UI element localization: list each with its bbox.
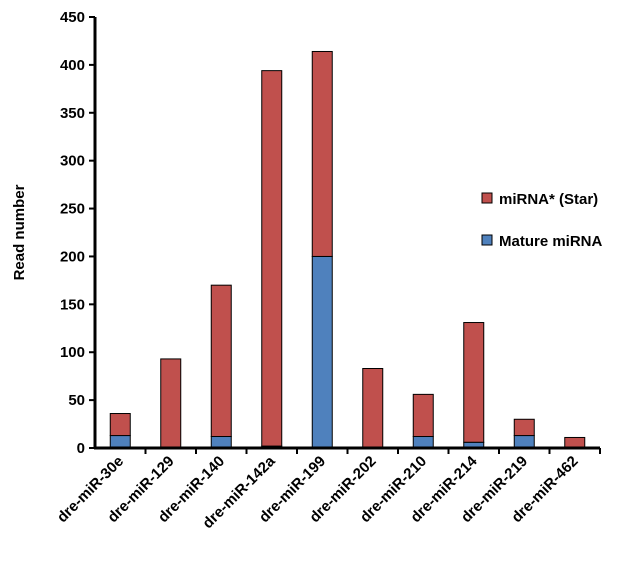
y-tick-label: 50 [68,392,85,409]
bar-mirna-star-dre-miR-219 [513,418,535,437]
legend: miRNA* (Star) Mature miRNA [481,191,603,250]
y-tick-label: 450 [60,9,85,26]
y-tick-label: 100 [60,344,85,361]
legend-swatch [481,192,493,204]
y-tick-label: 150 [60,296,85,313]
bar-mirna-star-dre-miR-214 [463,322,485,443]
bar-mirna-star-dre-miR-202 [362,368,384,449]
bar-mirna-star-dre-miR-30e [109,413,131,437]
bar-mirna-star-dre-miR-462 [564,436,586,448]
bar-mature-mirna-dre-miR-140 [210,436,232,449]
bar-mirna-star-dre-miR-199 [311,50,333,257]
y-tick-label: 250 [60,201,85,218]
y-axis-title: Read number [11,184,28,280]
bar-mirna-star-dre-miR-140 [210,284,232,438]
bar-mirna-star-dre-miR-142a [261,70,283,447]
bar-mature-mirna-dre-miR-210 [412,436,434,449]
y-tick-label: 400 [60,57,85,74]
bar-mature-mirna-dre-miR-199 [311,255,333,449]
legend-label: Mature miRNA [499,233,603,250]
bar-mirna-star-dre-miR-129 [160,358,182,449]
y-axis-ticks: 0 50 100 150 200 250 300 350 400 450 [60,9,95,457]
legend-label: miRNA* (Star) [499,191,598,208]
bar-series [109,50,586,449]
bar-mature-mirna-dre-miR-30e [109,435,131,449]
x-axis-category-labels: dre-miR-30edre-miR-129dre-miR-140dre-miR… [54,448,601,532]
bar-mirna-star-dre-miR-210 [412,393,434,438]
legend-swatch [481,234,493,246]
y-tick-label: 350 [60,105,85,122]
bar-mature-mirna-dre-miR-219 [513,435,535,449]
y-tick-label: 200 [60,248,85,265]
y-tick-label: 300 [60,153,85,170]
y-tick-label: 0 [77,440,85,457]
